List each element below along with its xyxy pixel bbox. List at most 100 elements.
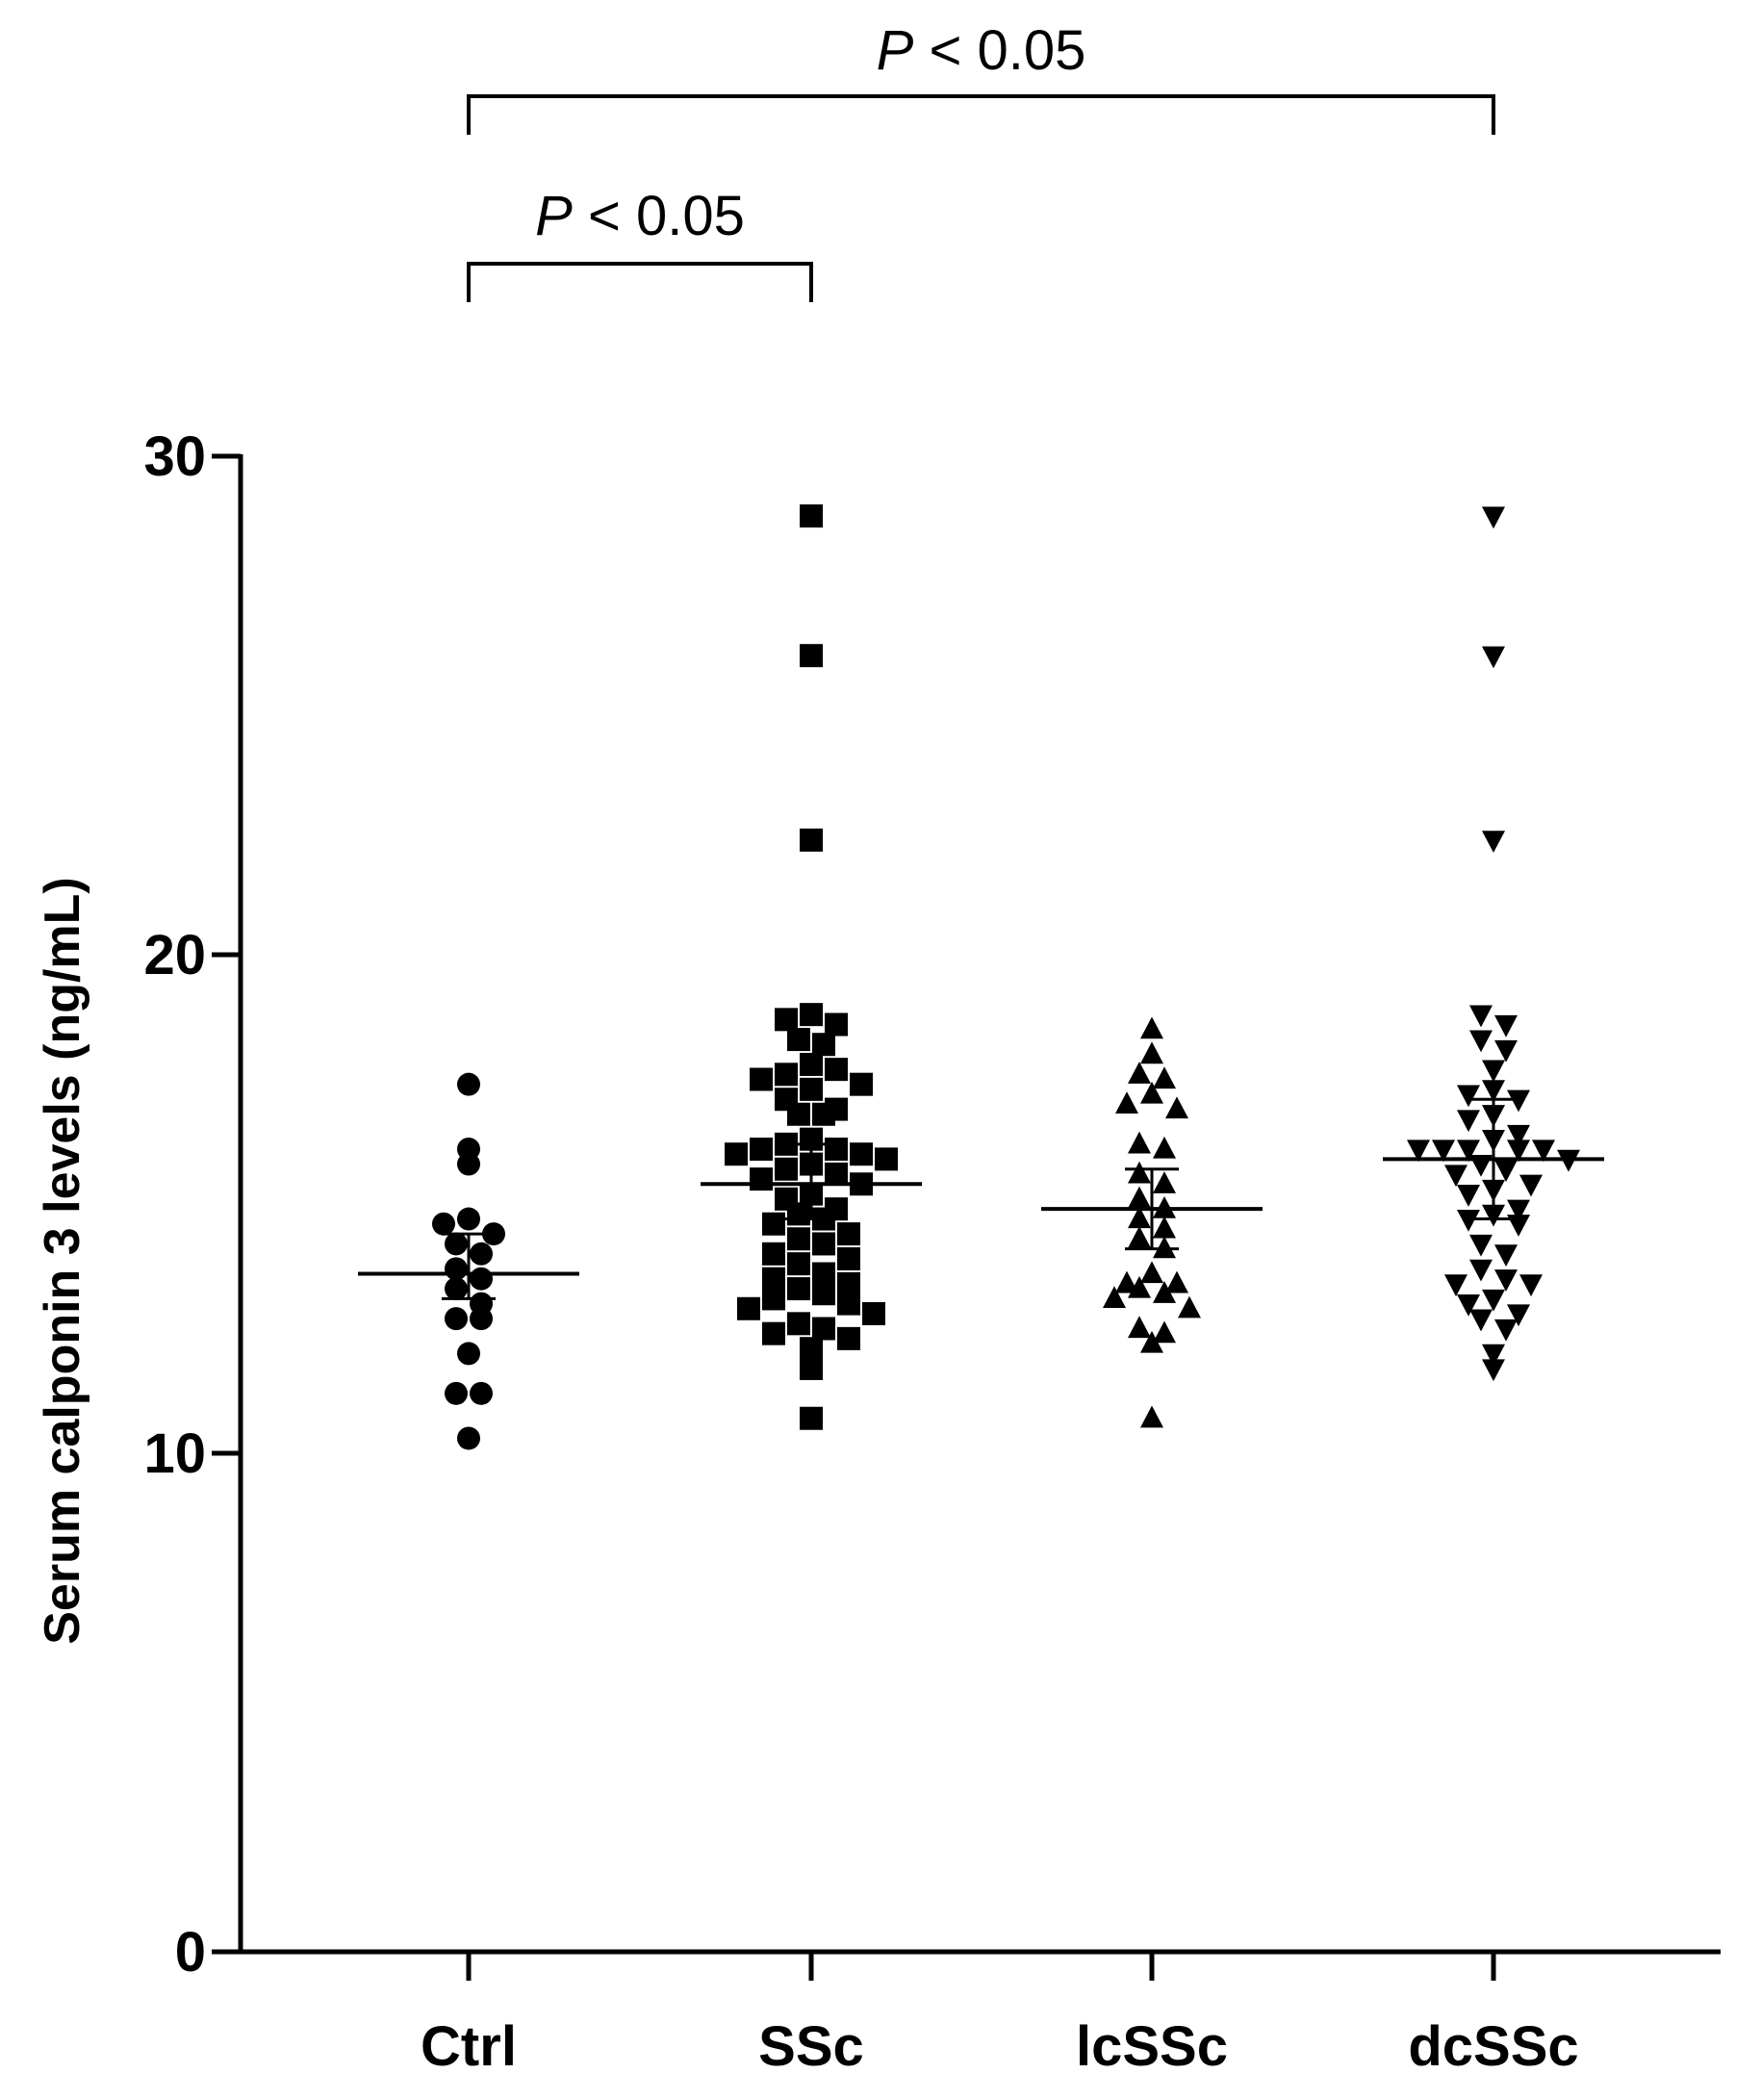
data-point [1457, 1085, 1480, 1108]
data-point [1140, 1016, 1163, 1039]
data-point [1140, 1261, 1163, 1284]
data-point [445, 1381, 468, 1405]
data-point [1507, 1199, 1530, 1222]
data-point [812, 1317, 835, 1341]
data-point [1153, 1320, 1176, 1344]
data-point [1128, 1226, 1151, 1248]
data-point [762, 1267, 785, 1291]
data-point [775, 1063, 798, 1087]
data-point [1519, 1174, 1543, 1197]
data-point [787, 1277, 810, 1301]
data-point [750, 1067, 773, 1091]
data-point [1469, 1234, 1493, 1257]
data-point [812, 1282, 835, 1306]
data-point [737, 1296, 760, 1320]
data-point [1482, 1080, 1505, 1103]
x-tick-label: lcSSc [1076, 2015, 1228, 2078]
y-axis-label: Serum calponin 3 levels (ng/mL) [35, 877, 90, 1645]
data-point [1457, 1294, 1480, 1317]
data-point [1469, 1259, 1493, 1282]
mean-and-error-bars [358, 1097, 1604, 1300]
y-tick-label: 20 [143, 924, 206, 986]
data-point [800, 1003, 823, 1027]
data-point [1482, 646, 1505, 669]
data-point [1165, 1270, 1188, 1293]
data-point [825, 1162, 848, 1186]
data-point [470, 1381, 493, 1405]
data-point [725, 1142, 748, 1166]
data-point [1507, 1304, 1530, 1327]
data-point [1115, 1091, 1138, 1114]
data-point [457, 1152, 480, 1176]
data-point [800, 828, 823, 852]
x-tick-label: SSc [758, 2015, 864, 2078]
data-point [445, 1257, 468, 1281]
data-point [1457, 1185, 1480, 1207]
data-point [1457, 1110, 1480, 1133]
data-point [812, 1102, 835, 1126]
data-point [1494, 1039, 1518, 1063]
data-point [837, 1271, 860, 1295]
data-point [1494, 1160, 1518, 1182]
data-point [1482, 831, 1505, 854]
x-tick-label: Ctrl [421, 2015, 517, 2078]
data-point [1407, 1140, 1430, 1163]
data-point [762, 1242, 785, 1266]
data-point [1178, 1295, 1201, 1319]
data-point [800, 1077, 823, 1101]
data-point [1153, 1171, 1176, 1193]
data-point [1469, 1030, 1493, 1053]
data-point [850, 1072, 873, 1096]
x-tick-label: dcSSc [1408, 2015, 1578, 2078]
data-point [1482, 1344, 1505, 1367]
data-point [1444, 1165, 1468, 1188]
data-point [837, 1246, 860, 1270]
data-point [1469, 1005, 1493, 1028]
data-point [1457, 1209, 1480, 1232]
data-points [432, 504, 1580, 1450]
data-point [837, 1326, 860, 1350]
data-point [432, 1212, 455, 1236]
data-point [1128, 1131, 1151, 1154]
data-point [825, 1138, 848, 1162]
data-point [1103, 1286, 1126, 1309]
data-point [750, 1138, 773, 1162]
data-point [470, 1267, 493, 1291]
y-tick-label: 0 [175, 1921, 206, 1984]
data-point [457, 1207, 480, 1231]
data-point [1507, 1124, 1530, 1147]
data-point [1507, 1140, 1530, 1163]
data-point [1153, 1236, 1176, 1259]
data-point [1519, 1274, 1543, 1297]
data-point [1432, 1140, 1455, 1163]
data-point [750, 1167, 773, 1191]
data-point [1507, 1089, 1530, 1113]
data-point [787, 1227, 810, 1251]
data-point [812, 1262, 835, 1286]
data-point [1140, 1405, 1163, 1428]
data-point [800, 1337, 823, 1361]
data-point [1444, 1274, 1468, 1297]
data-point [1140, 1041, 1163, 1064]
data-point [1128, 1275, 1151, 1298]
data-point [1494, 1319, 1518, 1342]
axes: 0 10 20 30 Ctrl SSc lcSSc dcSSc [143, 425, 1721, 2078]
data-point [1494, 1014, 1518, 1037]
data-point [787, 1252, 810, 1276]
data-point [1482, 1359, 1505, 1382]
data-point [787, 1312, 810, 1336]
data-point [1532, 1140, 1555, 1163]
data-point [800, 644, 823, 668]
data-point [1128, 1316, 1151, 1339]
data-point [800, 1406, 823, 1430]
y-tick-label: 10 [143, 1422, 206, 1485]
data-point [457, 1342, 480, 1366]
y-tick-label: 30 [143, 425, 206, 488]
significance-label: P < 0.05 [535, 185, 745, 247]
data-point [1140, 1330, 1163, 1353]
data-point [1153, 1136, 1176, 1159]
data-point [1482, 1060, 1505, 1083]
data-point [800, 1356, 823, 1380]
data-point [837, 1292, 860, 1316]
